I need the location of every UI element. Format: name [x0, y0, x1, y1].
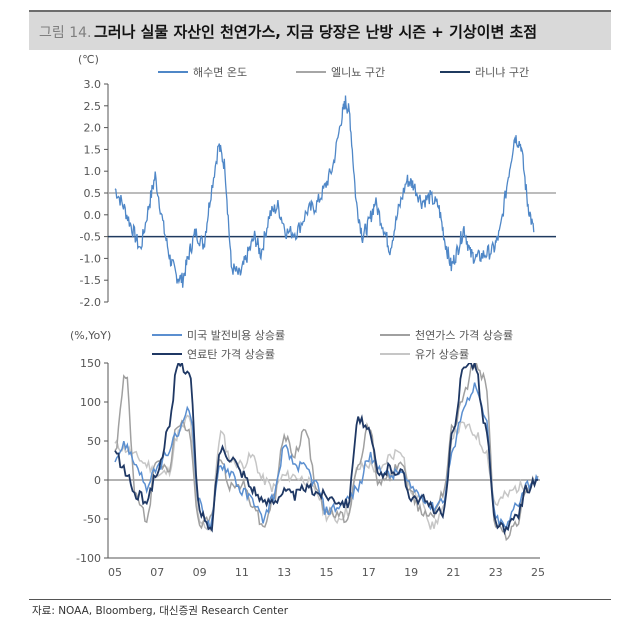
bottom-legend-label: 천연가스 가격 상승률: [415, 328, 513, 342]
figure-number: 그림 14.: [39, 25, 92, 41]
figure-header: 그림 14. 그러나 실물 자산인 천연가스, 지금 당장은 난방 시즌 + 기…: [29, 10, 611, 50]
figure-source: 자료: NOAA, Bloomberg, 대신증권 Research Cente…: [32, 605, 289, 617]
top-y-tick-label: 2.0: [84, 122, 102, 135]
price-series-line: [114, 363, 539, 536]
top-y-tick-label: -1.5: [80, 274, 101, 287]
top-y-tick-label: -0.5: [80, 231, 101, 244]
figure-title: 그러나 실물 자산인 천연가스, 지금 당장은 난방 시즌 + 기상이변 초점: [94, 23, 538, 41]
top-y-tick-label: 2.5: [84, 100, 102, 113]
bottom-y-tick-label: -100: [76, 552, 101, 565]
top-y-tick-label: 1.0: [84, 165, 102, 178]
bottom-y-unit: (%,YoY): [70, 329, 111, 342]
bottom-legend-label: 미국 발전비용 상승률: [187, 329, 285, 342]
chart-canvas: (℃) 3.0 2.5 2.0 1.5 1.0 0.5 0.0 -0.5 -1.0 -1.5 -2.…: [70, 53, 556, 579]
bottom-x-tick-label: 17: [362, 566, 376, 579]
bottom-x-tick-label: 07: [150, 566, 164, 579]
bottom-y-tick-label: 0: [94, 474, 101, 487]
top-y-unit: (℃): [78, 53, 99, 66]
top-legend: 해수면 온도 엘니뇨 구간 라니냐 구간: [158, 65, 529, 79]
top-y-tick-label: 1.5: [84, 143, 102, 156]
top-legend-label: 해수면 온도: [193, 65, 247, 79]
bottom-x-tick-label: 15: [320, 566, 334, 579]
price-series-line: [114, 414, 539, 532]
top-y-tick-label: -2.0: [80, 296, 101, 309]
bottom-y-tick-label: 150: [80, 357, 101, 370]
price-series-line: [114, 363, 539, 542]
top-y-tick-label: 0.0: [84, 209, 102, 222]
bottom-x-tick-label: 11: [235, 566, 249, 579]
top-y-tick-label: 3.0: [84, 78, 102, 91]
bottom-x-tick-label: 05: [108, 566, 122, 579]
top-legend-label: 라니냐 구간: [475, 66, 529, 79]
top-y-tick-label: -1.0: [80, 252, 101, 265]
top-y-tick-label: 0.5: [84, 187, 102, 200]
bottom-legend-label: 유가 상승률: [415, 348, 469, 361]
bottom-x-tick-label: 09: [193, 566, 207, 579]
bottom-x-tick-label: 19: [404, 566, 418, 579]
bottom-x-tick-label: 21: [446, 566, 460, 579]
bottom-x-tick-label: 23: [489, 566, 503, 579]
bottom-x-tick-label: 13: [277, 566, 291, 579]
bottom-y-tick-label: 50: [87, 435, 101, 448]
price-growth-chart: (%,YoY) 150 100 50 0 -50 -100 05 07 09 11 13 15 17 1…: [70, 328, 545, 579]
bottom-y-tick-label: -50: [83, 513, 101, 526]
bottom-x-tick-label: 25: [531, 566, 545, 579]
sea-temp-chart: (℃) 3.0 2.5 2.0 1.5 1.0 0.5 0.0 -0.5 -1.0 -1.5 -2.…: [78, 53, 556, 309]
sea-temp-series-line: [114, 95, 535, 288]
bottom-legend-label: 연료탄 가격 상승률: [187, 348, 275, 361]
top-legend-label: 엘니뇨 구간: [331, 66, 385, 79]
footer-divider: [29, 599, 611, 600]
price-series-line: [114, 382, 539, 530]
bottom-y-tick-label: 100: [80, 396, 101, 409]
